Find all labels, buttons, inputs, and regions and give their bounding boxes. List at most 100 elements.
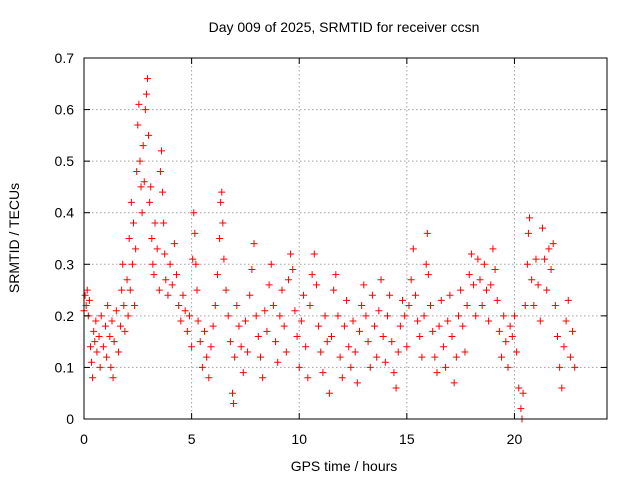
data-point <box>103 353 111 361</box>
data-point <box>323 338 331 346</box>
data-point <box>431 353 439 361</box>
data-point <box>304 374 312 382</box>
data-point <box>388 338 396 346</box>
data-point <box>196 338 204 346</box>
data-point <box>267 260 275 268</box>
data-point <box>124 312 132 320</box>
data-point <box>147 183 155 191</box>
data-point <box>476 276 484 284</box>
y-tick-label: 0 <box>66 411 74 427</box>
data-point <box>416 332 424 340</box>
data-point <box>433 369 441 377</box>
data-point <box>86 343 94 351</box>
x-tick-label: 10 <box>291 431 307 447</box>
data-point <box>203 353 211 361</box>
data-point <box>435 322 443 330</box>
data-point <box>439 343 447 351</box>
data-point <box>241 317 249 325</box>
data-point <box>297 317 305 325</box>
data-point <box>328 332 336 340</box>
data-point <box>360 281 368 289</box>
y-tick-label: 0.7 <box>55 50 75 66</box>
x-tick-label: 20 <box>507 431 523 447</box>
data-point <box>248 265 256 273</box>
data-point <box>442 363 450 371</box>
data-point <box>191 229 199 237</box>
data-point <box>128 260 136 268</box>
data-point <box>551 302 559 310</box>
data-point <box>362 312 370 320</box>
data-point <box>351 348 359 356</box>
data-point <box>401 312 409 320</box>
data-point <box>254 332 262 340</box>
data-point <box>198 363 206 371</box>
data-point <box>160 219 168 227</box>
data-point <box>83 286 91 294</box>
data-point <box>224 312 232 320</box>
data-point <box>153 245 161 253</box>
data-point <box>457 286 465 294</box>
data-point <box>106 332 114 340</box>
data-point <box>465 271 473 279</box>
data-point <box>217 198 225 206</box>
data-point <box>117 322 125 330</box>
data-point <box>515 384 523 392</box>
data-point <box>205 374 213 382</box>
data-point <box>293 332 301 340</box>
data-point <box>379 332 387 340</box>
data-point <box>289 265 297 273</box>
data-point <box>336 353 344 361</box>
data-point <box>452 353 460 361</box>
y-axis-label: SRMTID / TECUs <box>6 183 22 293</box>
data-point <box>173 271 181 279</box>
data-point <box>429 327 437 335</box>
data-point <box>166 260 174 268</box>
y-tick-label: 0.5 <box>55 153 75 169</box>
data-point <box>306 302 314 310</box>
data-point <box>566 353 574 361</box>
x-tick-label: 5 <box>188 431 196 447</box>
data-point <box>571 363 579 371</box>
data-point <box>222 286 230 294</box>
data-point <box>409 245 417 253</box>
data-point <box>547 265 555 273</box>
data-point <box>368 291 376 299</box>
y-tick-label: 0.3 <box>55 256 75 272</box>
data-point <box>295 363 303 371</box>
data-point <box>139 142 147 150</box>
x-axis-label: GPS time / hours <box>291 458 398 474</box>
grid-lines <box>84 58 607 419</box>
data-point <box>125 235 133 242</box>
data-point <box>558 384 566 392</box>
data-point <box>201 327 209 335</box>
data-point <box>231 353 239 361</box>
data-point <box>500 312 508 320</box>
data-point <box>364 338 372 346</box>
data-point <box>472 312 480 320</box>
data-point <box>136 157 144 165</box>
data-point <box>114 348 122 356</box>
data-point <box>423 229 431 237</box>
data-point <box>491 265 499 273</box>
data-point <box>185 312 193 320</box>
data-point <box>446 291 454 299</box>
data-point <box>189 255 197 263</box>
data-point <box>138 209 146 217</box>
data-point <box>146 198 154 206</box>
data-point <box>282 348 290 356</box>
data-point <box>239 369 247 377</box>
data-point <box>246 291 254 299</box>
data-point <box>220 255 228 263</box>
data-point <box>330 286 338 294</box>
data-point <box>569 327 577 335</box>
data-point <box>194 317 202 325</box>
data-point <box>250 240 258 248</box>
data-point <box>161 250 169 258</box>
data-point <box>498 353 506 361</box>
data-point <box>265 281 273 289</box>
data-point <box>319 369 327 377</box>
data-point <box>381 358 389 366</box>
x-tick-label: 0 <box>80 431 88 447</box>
data-point <box>541 255 549 263</box>
